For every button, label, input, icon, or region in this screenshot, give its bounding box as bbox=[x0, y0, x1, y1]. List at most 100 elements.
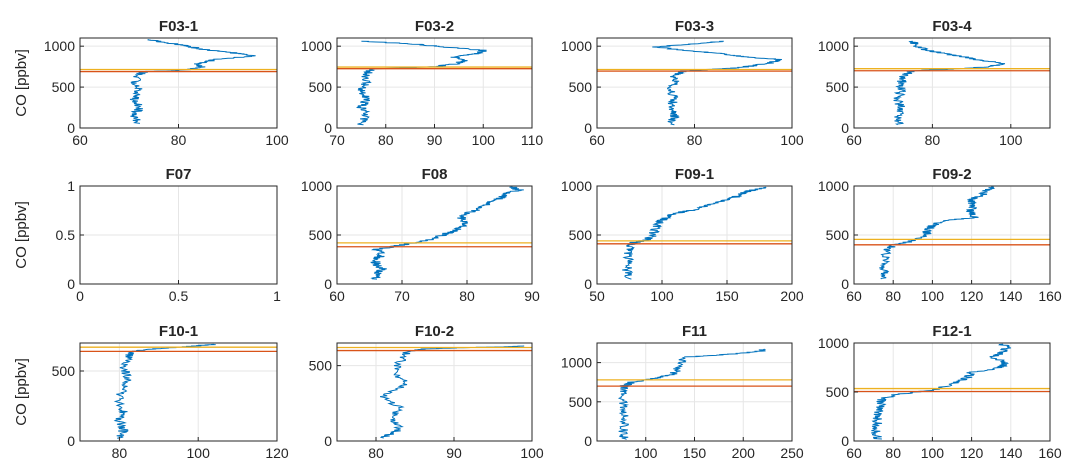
x-tick-label: 80 bbox=[171, 132, 187, 148]
x-tick-label: 90 bbox=[446, 445, 462, 461]
subplot-f09-2: 60 80 100 120 140 160 0 500 1000 F09-2 bbox=[818, 166, 1062, 304]
subplot-title: F08 bbox=[422, 166, 448, 183]
axes-box bbox=[336, 342, 533, 442]
x-tick-label: 160 bbox=[1038, 288, 1062, 304]
x-tick-label: 100 bbox=[650, 288, 674, 304]
x-tick-label: 120 bbox=[960, 445, 984, 461]
subplot-f10-2: 80 90 100 0 500 F10-2 bbox=[309, 323, 544, 461]
x-tick-label: 60 bbox=[846, 132, 862, 148]
x-tick-label: 60 bbox=[846, 445, 862, 461]
x-tick-label: 80 bbox=[885, 288, 901, 304]
y-tick-label: 0 bbox=[67, 433, 75, 449]
y-tick-label: 0 bbox=[841, 276, 849, 292]
x-tick-label: 60 bbox=[846, 288, 862, 304]
y-tick-label: 500 bbox=[309, 79, 333, 95]
y-tick-label: 1000 bbox=[561, 38, 592, 54]
x-tick-label: 150 bbox=[683, 445, 707, 461]
x-tick-label: 80 bbox=[687, 132, 703, 148]
x-tick-label: 100 bbox=[780, 132, 804, 148]
co-profile-line bbox=[622, 186, 767, 280]
y-tick-label: 500 bbox=[309, 227, 333, 243]
y-tick-label: 0 bbox=[324, 276, 332, 292]
y-tick-label: 0.5 bbox=[56, 227, 76, 243]
x-tick-label: 0 bbox=[76, 288, 84, 304]
subplot-title: F10-1 bbox=[159, 323, 198, 340]
subplot-title: F09-1 bbox=[675, 166, 714, 183]
x-tick-label: 140 bbox=[999, 288, 1023, 304]
x-tick-label: 1 bbox=[273, 288, 281, 304]
x-tick-label: 100 bbox=[472, 132, 496, 148]
x-tick-label: 160 bbox=[1038, 445, 1062, 461]
y-tick-label: 1000 bbox=[818, 335, 849, 351]
x-tick-label: 100 bbox=[921, 288, 945, 304]
x-tick-label: 80 bbox=[459, 288, 475, 304]
y-tick-label: 500 bbox=[826, 227, 850, 243]
x-tick-label: 80 bbox=[885, 445, 901, 461]
x-tick-label: 0.5 bbox=[169, 288, 189, 304]
subplot-title: F10-2 bbox=[415, 323, 454, 340]
subplot-title: F07 bbox=[166, 166, 192, 183]
x-tick-label: 80 bbox=[368, 445, 384, 461]
x-tick-label: 70 bbox=[394, 288, 410, 304]
co-profile-line bbox=[893, 40, 1006, 126]
x-tick-label: 50 bbox=[589, 288, 605, 304]
co-profile-line bbox=[879, 186, 995, 280]
x-tick-label: 100 bbox=[265, 132, 289, 148]
subplot-title: F12-1 bbox=[932, 323, 971, 340]
y-tick-label: 500 bbox=[826, 79, 850, 95]
y-axis-label: CO [ppbv] bbox=[13, 201, 30, 269]
x-tick-label: 90 bbox=[524, 288, 540, 304]
x-tick-label: 60 bbox=[329, 288, 345, 304]
subplot-f11: 100 150 200 250 0 500 1000 F11 bbox=[561, 323, 804, 461]
x-tick-label: 100 bbox=[187, 445, 211, 461]
y-tick-label: 0 bbox=[584, 433, 592, 449]
subplot-f03-2: 70 80 90 100 110 0 500 1000 F03-2 bbox=[301, 18, 544, 148]
subplot-f12-1: 60 80 100 120 140 160 0 500 1000 F12-1 bbox=[818, 323, 1062, 461]
y-tick-label: 1000 bbox=[301, 178, 332, 194]
axes-box bbox=[79, 342, 278, 442]
y-axis-label: CO [ppbv] bbox=[13, 49, 30, 117]
subplot-title: F03-1 bbox=[159, 18, 198, 35]
x-tick-label: 100 bbox=[999, 132, 1023, 148]
subplot-f07: 0 0.5 1 0 0.5 1 F07 CO [ppbv] bbox=[13, 166, 281, 304]
co-profile-line bbox=[871, 343, 1012, 440]
y-tick-label: 0 bbox=[841, 433, 849, 449]
co-profile-line bbox=[356, 40, 487, 126]
y-tick-label: 0 bbox=[584, 276, 592, 292]
x-tick-label: 80 bbox=[112, 445, 128, 461]
subplot-f08: 60 70 80 90 0 500 1000 F08 bbox=[301, 166, 540, 304]
x-tick-label: 200 bbox=[780, 288, 804, 304]
x-tick-label: 110 bbox=[521, 132, 544, 148]
subplot-f10-1: 80 100 120 0 500 F10-1 CO [ppbv] bbox=[13, 323, 289, 461]
y-tick-label: 500 bbox=[309, 358, 333, 374]
x-tick-label: 120 bbox=[265, 445, 289, 461]
axes-box bbox=[853, 37, 1051, 129]
x-tick-label: 90 bbox=[427, 132, 443, 148]
x-tick-label: 80 bbox=[925, 132, 941, 148]
y-tick-label: 500 bbox=[569, 227, 593, 243]
co-profile-line bbox=[113, 343, 216, 439]
y-tick-label: 0 bbox=[324, 433, 332, 449]
y-tick-label: 1 bbox=[67, 178, 75, 194]
subplot-title: F03-2 bbox=[415, 18, 454, 35]
x-tick-label: 120 bbox=[960, 288, 984, 304]
x-tick-label: 60 bbox=[589, 132, 605, 148]
y-tick-label: 1000 bbox=[818, 178, 849, 194]
y-tick-label: 1000 bbox=[44, 38, 75, 54]
y-tick-label: 1000 bbox=[818, 38, 849, 54]
x-tick-label: 100 bbox=[921, 445, 945, 461]
y-tick-label: 500 bbox=[52, 79, 76, 95]
y-tick-label: 0 bbox=[584, 120, 592, 136]
subplot-title: F03-3 bbox=[675, 18, 714, 35]
subplot-title: F03-4 bbox=[932, 18, 972, 35]
x-tick-label: 100 bbox=[634, 445, 658, 461]
y-tick-label: 0 bbox=[67, 276, 75, 292]
y-tick-label: 1000 bbox=[561, 178, 592, 194]
co-profile-line bbox=[379, 345, 525, 439]
y-tick-label: 1000 bbox=[301, 38, 332, 54]
y-tick-label: 1000 bbox=[561, 355, 592, 371]
y-tick-label: 0 bbox=[324, 120, 332, 136]
